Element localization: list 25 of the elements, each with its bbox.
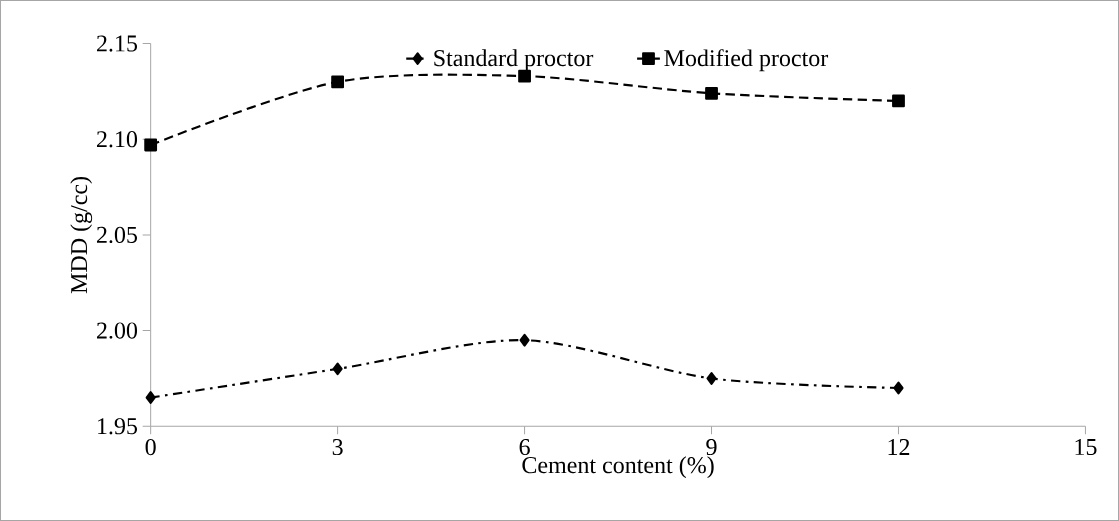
x-tick-label: 6 xyxy=(519,439,530,456)
legend-label: Modified proctor xyxy=(664,49,829,72)
point xyxy=(145,391,156,405)
point xyxy=(706,372,717,385)
point xyxy=(893,381,904,395)
point xyxy=(518,69,531,83)
y-tick-label: 1.95 xyxy=(98,418,138,435)
y-tick-label: 2.15 xyxy=(96,35,138,52)
x-tick-label: 15 xyxy=(1075,439,1097,456)
x-tick-label: 0 xyxy=(145,439,156,456)
point xyxy=(331,75,345,89)
point xyxy=(705,86,718,100)
point xyxy=(892,94,905,108)
x-tick-label: 12 xyxy=(888,439,910,455)
point xyxy=(332,362,343,376)
x-tick-label: 3 xyxy=(332,439,343,456)
y-tick-label: 2.00 xyxy=(96,322,138,339)
point xyxy=(519,333,530,347)
y-axis-title: MDD (g/cc) xyxy=(70,177,93,294)
legend-label: Standard proctor xyxy=(434,49,594,72)
y-tick-label: 2.10 xyxy=(96,131,138,148)
y-tick-label: 2.05 xyxy=(96,226,138,244)
x-axis-title: Cement content (%) xyxy=(522,456,714,479)
point xyxy=(144,138,158,152)
x-tick-label: 9 xyxy=(706,439,717,456)
